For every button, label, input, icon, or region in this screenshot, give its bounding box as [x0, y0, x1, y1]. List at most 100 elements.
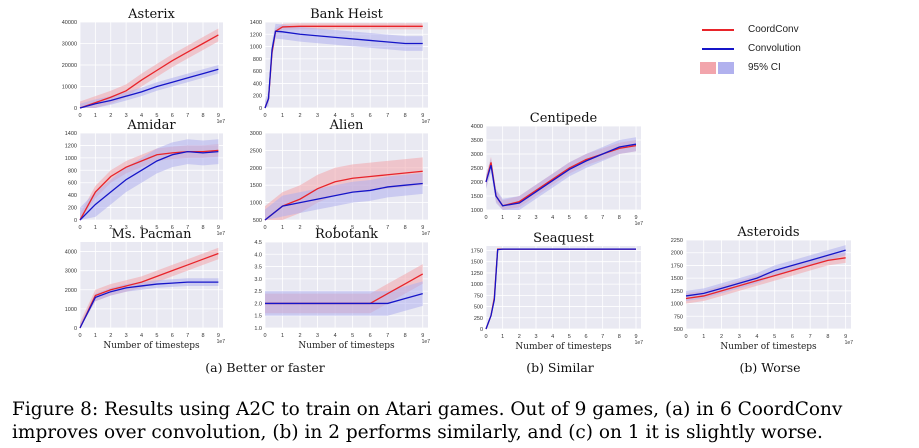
y-tick-label: 1200 [65, 143, 77, 149]
panel-title-seaquest: Seaquest [533, 231, 594, 246]
x-tick-label: 5 [155, 113, 158, 119]
y-tick-label: 1750 [671, 263, 683, 269]
x-tick-label: 8 [618, 334, 621, 340]
x-tick-label: 2 [109, 333, 112, 339]
panel-robotank: 0 1 2 3 4 5 6 7 8 9 1.0 1.5 2.0 2.5 3.0 3.5 4.0 4.5 1e7 Rob… [254, 227, 430, 351]
x-tick-label: 1 [94, 113, 97, 119]
y-tick-label: 800 [68, 168, 77, 174]
x-axis-label-seaquest: Number of timesteps [515, 342, 612, 352]
x-tick-label: 3 [125, 333, 128, 339]
series-line-convolution [485, 248, 636, 330]
panel-seaquest: 0 1 2 3 4 5 6 7 8 9 0 250 500 750 1000 1250 1500 1750 1e7 S… [471, 231, 643, 352]
ci-band-convolution [265, 23, 423, 108]
x-tick-label: 7 [386, 113, 389, 119]
y-tick-label: 3000 [250, 131, 262, 137]
y-tick-label: 2250 [671, 238, 683, 244]
y-tick-label: 1500 [471, 260, 483, 266]
legend-label-coordconv: CoordConv [748, 24, 799, 35]
y-tick-label: 4.0 [254, 252, 262, 258]
x-exponent-label: 1e7 [217, 119, 226, 125]
x-tick-label: 3 [125, 225, 128, 231]
x-tick-label: 6 [171, 333, 174, 339]
y-tick-label: 750 [674, 314, 683, 320]
x-tick-label: 3 [534, 334, 537, 340]
x-tick-label: 9 [217, 333, 220, 339]
x-tick-label: 9 [421, 225, 424, 231]
y-tick-label: 1.0 [254, 326, 262, 332]
y-tick-label: 500 [253, 218, 262, 224]
x-tick-label: 8 [404, 333, 407, 339]
x-axis-label-ms-pacman: Number of timesteps [103, 341, 200, 351]
x-tick-label: 3 [316, 225, 319, 231]
ci-band-coordconv [80, 247, 219, 328]
panel-asterix: 0 1 2 3 4 5 6 7 8 9 0 10000 20000 30000 40000 1e7 Asteri… [62, 7, 226, 125]
x-tick-label: 4 [334, 225, 337, 231]
y-tick-label: 600 [253, 69, 262, 75]
x-tick-label: 6 [369, 225, 372, 231]
y-tick-label: 0 [74, 326, 77, 332]
plot-area-seaquest [486, 246, 641, 329]
y-tick-label: 2500 [471, 166, 483, 172]
x-tick-label: 2 [299, 225, 302, 231]
panel-title-amidar: Amidar [126, 118, 176, 133]
y-tick-label: 1000 [671, 302, 683, 308]
y-tick-label: 1000 [471, 282, 483, 288]
x-exponent-label: 1e7 [217, 339, 226, 345]
x-tick-label: 3 [316, 333, 319, 339]
x-tick-label: 0 [484, 334, 487, 340]
legend-label-ci: 95% CI [748, 62, 781, 73]
y-tick-label: 1000 [471, 208, 483, 214]
x-tick-label: 9 [421, 113, 424, 119]
y-tick-label: 1500 [471, 194, 483, 200]
figure-caption: Figure 8: Results using A2C to train on … [12, 399, 843, 443]
y-tick-label: 3000 [65, 269, 77, 275]
x-tick-label: 0 [78, 225, 81, 231]
y-tick-label: 0 [74, 106, 77, 112]
y-tick-label: 1.5 [254, 314, 262, 320]
y-tick-label: 1500 [671, 276, 683, 282]
y-tick-label: 400 [68, 193, 77, 199]
x-tick-label: 7 [809, 334, 812, 340]
x-exponent-label: 1e7 [845, 340, 854, 346]
y-tick-label: 0 [259, 106, 262, 112]
x-tick-label: 8 [404, 225, 407, 231]
x-tick-label: 0 [78, 113, 81, 119]
y-tick-label: 0 [480, 327, 483, 333]
y-tick-label: 30000 [62, 42, 77, 48]
x-tick-label: 4 [140, 225, 143, 231]
x-tick-label: 7 [601, 215, 604, 221]
y-tick-label: 3500 [471, 138, 483, 144]
legend-item-coordconv: CoordConv [700, 20, 850, 39]
y-tick-label: 250 [474, 316, 483, 322]
x-tick-label: 6 [369, 113, 372, 119]
x-exponent-label: 1e7 [422, 339, 431, 345]
x-tick-label: 7 [601, 334, 604, 340]
x-axis-label-robotank: Number of timesteps [298, 341, 395, 351]
series-line-convolution [79, 281, 219, 329]
x-tick-label: 5 [351, 333, 354, 339]
y-tick-label: 600 [68, 181, 77, 187]
y-tick-label: 500 [474, 305, 483, 311]
x-tick-label: 1 [501, 334, 504, 340]
x-tick-label: 9 [217, 225, 220, 231]
y-tick-label: 3.5 [254, 265, 262, 271]
x-tick-label: 1 [281, 225, 284, 231]
x-tick-label: 7 [386, 225, 389, 231]
x-tick-label: 3 [125, 113, 128, 119]
panel-alien: 0 1 2 3 4 5 6 7 8 9 500 1000 1500 2000 2500 3000 1e7 Alie… [250, 118, 430, 237]
y-tick-label: 1250 [671, 289, 683, 295]
panel-title-alien: Alien [329, 118, 364, 133]
y-tick-label: 1500 [250, 183, 262, 189]
x-tick-label: 6 [171, 113, 174, 119]
ci-swatch [700, 61, 736, 74]
coordconv-swatch [700, 24, 736, 36]
x-tick-label: 4 [140, 113, 143, 119]
x-tick-label: 4 [551, 334, 554, 340]
panel-title-centipede: Centipede [530, 111, 598, 126]
y-tick-label: 2500 [250, 148, 262, 154]
x-tick-label: 5 [351, 225, 354, 231]
x-tick-label: 1 [702, 334, 705, 340]
x-tick-label: 9 [217, 113, 220, 119]
panel-title-asterix: Asterix [127, 7, 175, 22]
panel-title-robotank: Robotank [315, 227, 378, 242]
